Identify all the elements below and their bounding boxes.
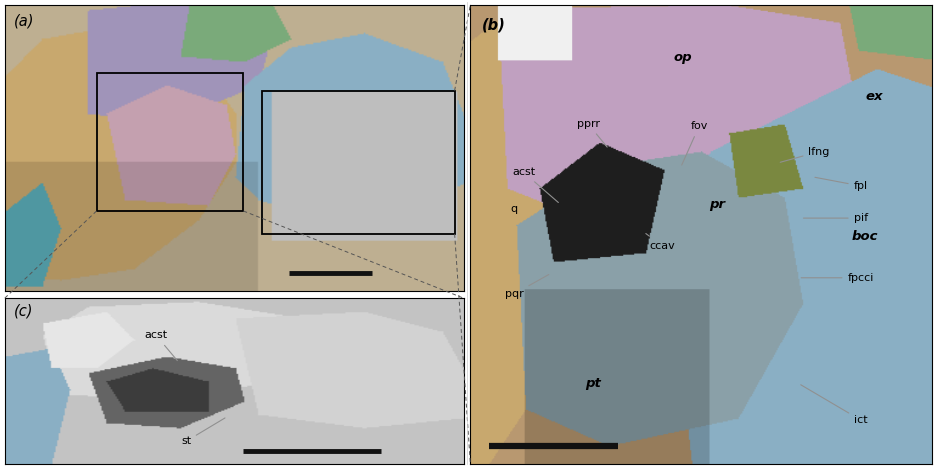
- Bar: [261, 91, 454, 234]
- Text: ccav: ccav: [645, 233, 674, 251]
- Text: ex: ex: [865, 90, 883, 103]
- Text: fpcci: fpcci: [800, 273, 873, 283]
- Text: fov: fov: [681, 121, 707, 165]
- Text: (b): (b): [481, 17, 505, 32]
- Text: lfng: lfng: [780, 146, 829, 162]
- Text: pqr: pqr: [505, 274, 548, 299]
- Text: fpl: fpl: [814, 177, 867, 191]
- Text: pr: pr: [709, 198, 724, 211]
- Text: pif: pif: [802, 213, 867, 223]
- Text: pt: pt: [584, 377, 600, 390]
- Text: pprr: pprr: [576, 119, 607, 147]
- Text: q: q: [510, 204, 518, 214]
- Text: (a): (a): [14, 13, 35, 28]
- Text: (c): (c): [14, 303, 34, 318]
- Text: ict: ict: [800, 385, 867, 425]
- Text: boc: boc: [851, 230, 878, 243]
- Text: acst: acst: [144, 330, 177, 361]
- Text: st: st: [181, 418, 225, 446]
- Bar: [96, 74, 243, 211]
- Text: acst: acst: [511, 167, 558, 203]
- Text: op: op: [673, 51, 692, 64]
